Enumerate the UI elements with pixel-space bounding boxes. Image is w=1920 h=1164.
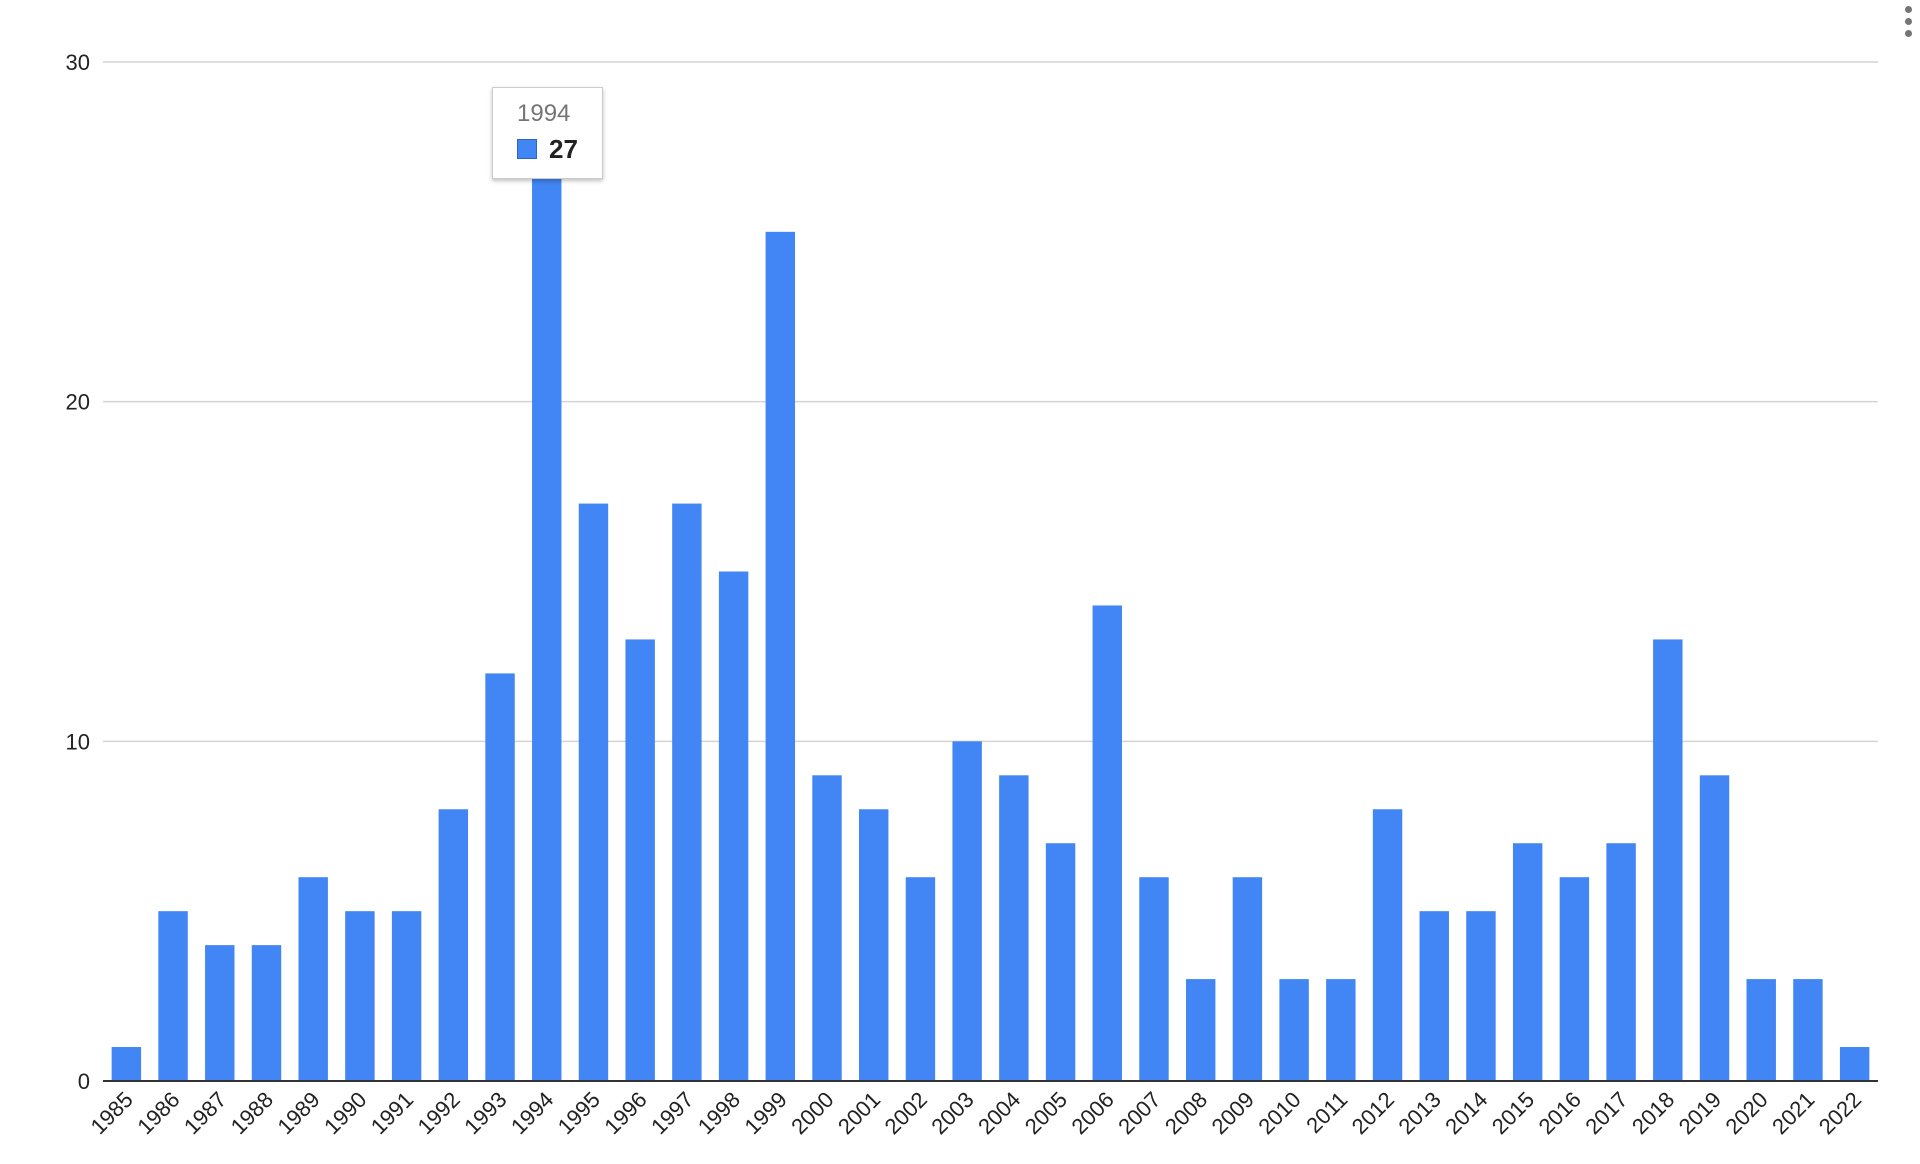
bar-1999[interactable] <box>765 231 796 1082</box>
x-tick-label: 1994 <box>506 1087 558 1139</box>
bar-2017[interactable] <box>1606 843 1636 1081</box>
bar-1989[interactable] <box>298 877 328 1081</box>
bar-2008[interactable] <box>1185 979 1216 1081</box>
x-tick-label: 1990 <box>319 1087 371 1139</box>
bar-2020[interactable] <box>1746 979 1776 1081</box>
x-tick-label: 2013 <box>1393 1087 1445 1139</box>
more-vert-icon[interactable] <box>1903 6 1915 44</box>
bar-2019[interactable] <box>1699 775 1730 1081</box>
tooltip: 1994 27 <box>492 87 603 179</box>
bar-1995[interactable] <box>578 503 609 1082</box>
x-tick-label: 2008 <box>1160 1087 1212 1139</box>
bar-2013[interactable] <box>1419 911 1449 1081</box>
bar-2004[interactable] <box>999 775 1029 1081</box>
x-tick-label: 2004 <box>973 1087 1025 1139</box>
x-tick-label: 1985 <box>86 1087 138 1139</box>
x-tick-label: 1999 <box>740 1087 792 1139</box>
bar-2018[interactable] <box>1653 639 1683 1081</box>
x-tick-label: 2002 <box>880 1087 932 1139</box>
bar-1986[interactable] <box>158 911 188 1081</box>
x-tick-label: 2020 <box>1720 1087 1772 1139</box>
bar-2010[interactable] <box>1279 979 1309 1081</box>
bar-2009[interactable] <box>1232 877 1263 1081</box>
bar-2012[interactable] <box>1372 809 1403 1081</box>
x-tick-label: 2017 <box>1580 1087 1632 1139</box>
x-tick-label: 2022 <box>1814 1087 1866 1139</box>
tooltip-series-swatch <box>517 139 537 159</box>
bar-2000[interactable] <box>812 775 842 1081</box>
x-tick-label: 2001 <box>833 1087 885 1139</box>
bar-2005[interactable] <box>1045 843 1076 1081</box>
bar-2007[interactable] <box>1139 877 1169 1081</box>
x-tick-label: 2010 <box>1253 1087 1305 1139</box>
bar-2002[interactable] <box>905 877 936 1081</box>
bar-1996[interactable] <box>625 639 655 1081</box>
bar-2021[interactable] <box>1793 979 1823 1081</box>
x-tick-label: 2006 <box>1067 1087 1119 1139</box>
y-tick-label: 20 <box>66 390 90 415</box>
x-tick-label: 2005 <box>1020 1087 1072 1139</box>
bar-2011[interactable] <box>1326 979 1356 1081</box>
x-tick-label: 1991 <box>366 1087 418 1139</box>
tooltip-value: 27 <box>549 134 578 164</box>
bar-1992[interactable] <box>438 809 469 1081</box>
x-tick-label: 2015 <box>1487 1087 1539 1139</box>
x-tick-label: 2003 <box>926 1087 978 1139</box>
x-tick-label: 2016 <box>1534 1087 1586 1139</box>
x-tick-label: 2019 <box>1674 1087 1726 1139</box>
bar-2014[interactable] <box>1466 911 1496 1081</box>
bar-2016[interactable] <box>1559 877 1590 1081</box>
bar-1987[interactable] <box>205 945 235 1081</box>
bar-1991[interactable] <box>391 911 422 1081</box>
bar-2015[interactable] <box>1512 843 1543 1081</box>
bar-1998[interactable] <box>718 571 749 1082</box>
x-tick-label: 2014 <box>1440 1087 1492 1139</box>
x-tick-label: 1996 <box>599 1087 651 1139</box>
y-tick-label: 10 <box>66 729 90 754</box>
bar-2006[interactable] <box>1092 605 1122 1081</box>
bar-1985[interactable] <box>111 1047 142 1081</box>
x-tick-label: 2009 <box>1207 1087 1259 1139</box>
x-tick-label: 2000 <box>786 1087 838 1139</box>
x-tick-label: 1992 <box>413 1087 465 1139</box>
bar-2003[interactable] <box>952 741 982 1081</box>
x-tick-label: 1986 <box>132 1087 184 1139</box>
bar-1993[interactable] <box>485 673 515 1081</box>
y-tick-label: 30 <box>66 50 90 75</box>
x-tick-label: 1987 <box>179 1087 231 1139</box>
tooltip-category: 1994 <box>517 100 571 127</box>
x-tick-label: 1995 <box>553 1087 605 1139</box>
y-tick-label: 0 <box>78 1069 90 1094</box>
x-tick-label: 2007 <box>1113 1087 1165 1139</box>
bar-2001[interactable] <box>859 809 889 1081</box>
x-tick-label: 1998 <box>693 1087 745 1139</box>
x-tick-label: 1997 <box>646 1087 698 1139</box>
x-tick-label: 2018 <box>1627 1087 1679 1139</box>
bar-1990[interactable] <box>345 911 375 1081</box>
x-tick-label: 1988 <box>226 1087 278 1139</box>
gridlines <box>103 61 1878 743</box>
bar-1997[interactable] <box>672 503 702 1082</box>
bar-1994[interactable] <box>532 163 562 1081</box>
x-tick-label: 1993 <box>459 1087 511 1139</box>
x-tick-label: 2011 <box>1301 1087 1352 1138</box>
bars[interactable] <box>111 163 1870 1082</box>
x-tick-label: 2012 <box>1347 1087 1399 1139</box>
bar-1988[interactable] <box>251 945 282 1081</box>
x-tick-label: 1989 <box>272 1087 324 1139</box>
bar-2022[interactable] <box>1839 1047 1870 1081</box>
x-tick-label: 2021 <box>1767 1087 1819 1139</box>
